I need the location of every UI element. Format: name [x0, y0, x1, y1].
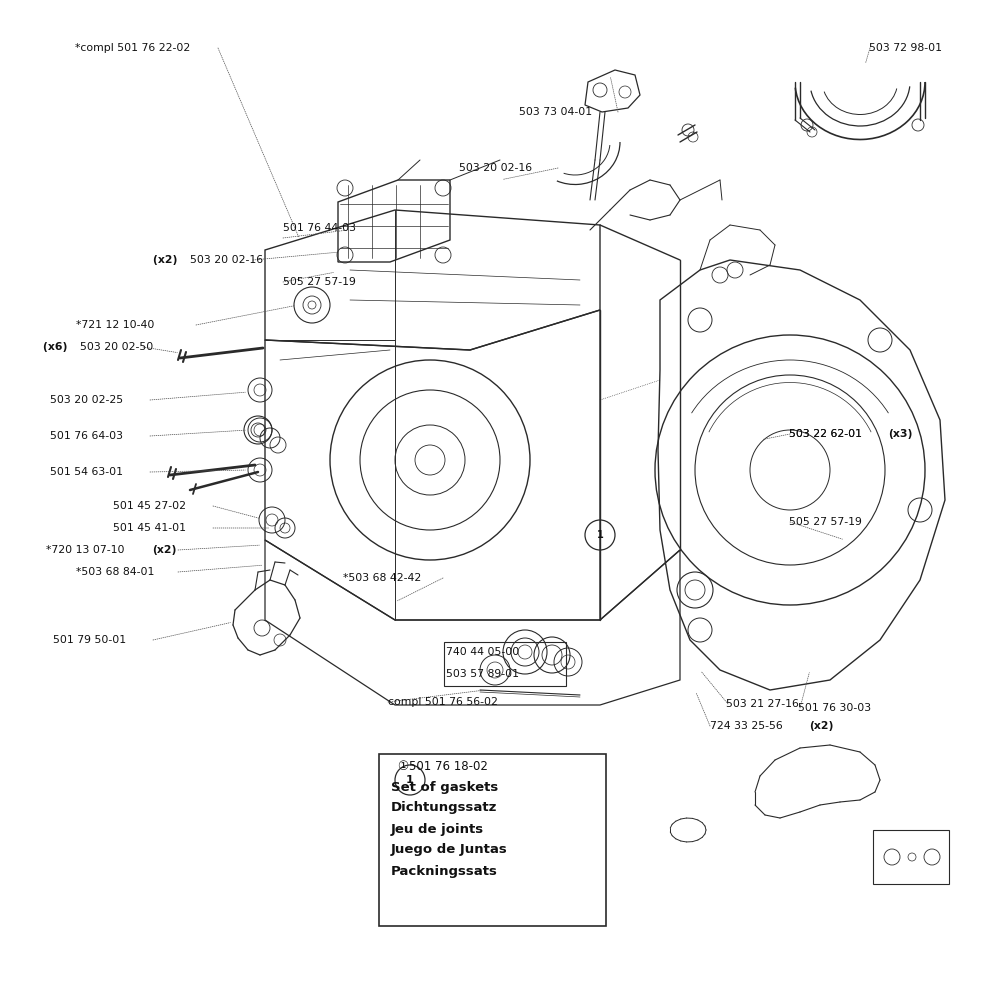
Text: 501 76 44-03: 501 76 44-03 [283, 223, 356, 233]
Text: 501 79 50-01: 501 79 50-01 [53, 635, 126, 645]
Text: 501 45 27-02: 501 45 27-02 [113, 501, 186, 511]
Text: *503 68 42-42: *503 68 42-42 [343, 573, 421, 583]
Text: 501 45 41-01: 501 45 41-01 [113, 523, 186, 533]
Text: *721 12 10-40: *721 12 10-40 [76, 320, 154, 330]
Text: *720 13 07-10: *720 13 07-10 [46, 545, 128, 555]
Text: (x2): (x2) [153, 255, 181, 265]
Text: 505 27 57-19: 505 27 57-19 [283, 277, 356, 287]
Text: 503 22 62-01: 503 22 62-01 [789, 429, 866, 439]
Text: ①: ① [397, 760, 408, 772]
Text: Juego de Juntas: Juego de Juntas [391, 844, 508, 856]
Text: (x2): (x2) [809, 721, 833, 731]
Text: 503 20 02-16: 503 20 02-16 [459, 163, 532, 173]
Text: (x3): (x3) [888, 429, 913, 439]
Text: 505 27 57-19: 505 27 57-19 [789, 517, 862, 527]
Text: 503 22 62-01: 503 22 62-01 [789, 429, 866, 439]
Text: Set of gaskets: Set of gaskets [391, 780, 498, 794]
Text: compl 501 76 56-02: compl 501 76 56-02 [388, 697, 498, 707]
Text: 740 44 05-00: 740 44 05-00 [446, 647, 519, 657]
Text: 501 76 18-02: 501 76 18-02 [409, 760, 488, 772]
Text: 503 73 04-01: 503 73 04-01 [519, 107, 592, 117]
Text: 503 72 98-01: 503 72 98-01 [869, 43, 942, 53]
Text: (x2): (x2) [152, 545, 177, 555]
Text: Dichtungssatz: Dichtungssatz [391, 802, 497, 814]
Text: 501 76 64-03: 501 76 64-03 [50, 431, 123, 441]
Text: 503 20 02-50: 503 20 02-50 [80, 342, 153, 352]
Text: 503 20 02-16: 503 20 02-16 [190, 255, 263, 265]
Text: 503 21 27-16: 503 21 27-16 [726, 699, 799, 709]
Text: *503 68 84-01: *503 68 84-01 [76, 567, 154, 577]
Text: 1: 1 [597, 530, 603, 540]
Text: 1: 1 [406, 775, 414, 785]
Text: 503 57 89-01: 503 57 89-01 [446, 669, 519, 679]
Text: Packningssats: Packningssats [391, 864, 498, 878]
Text: Jeu de joints: Jeu de joints [391, 822, 484, 836]
Text: 501 76 30-03: 501 76 30-03 [798, 703, 871, 713]
Text: 501 54 63-01: 501 54 63-01 [50, 467, 123, 477]
Text: 724 33 25-56: 724 33 25-56 [710, 721, 786, 731]
Text: *compl 501 76 22-02: *compl 501 76 22-02 [75, 43, 190, 53]
Text: 503 20 02-25: 503 20 02-25 [50, 395, 123, 405]
Text: (x6): (x6) [43, 342, 71, 352]
